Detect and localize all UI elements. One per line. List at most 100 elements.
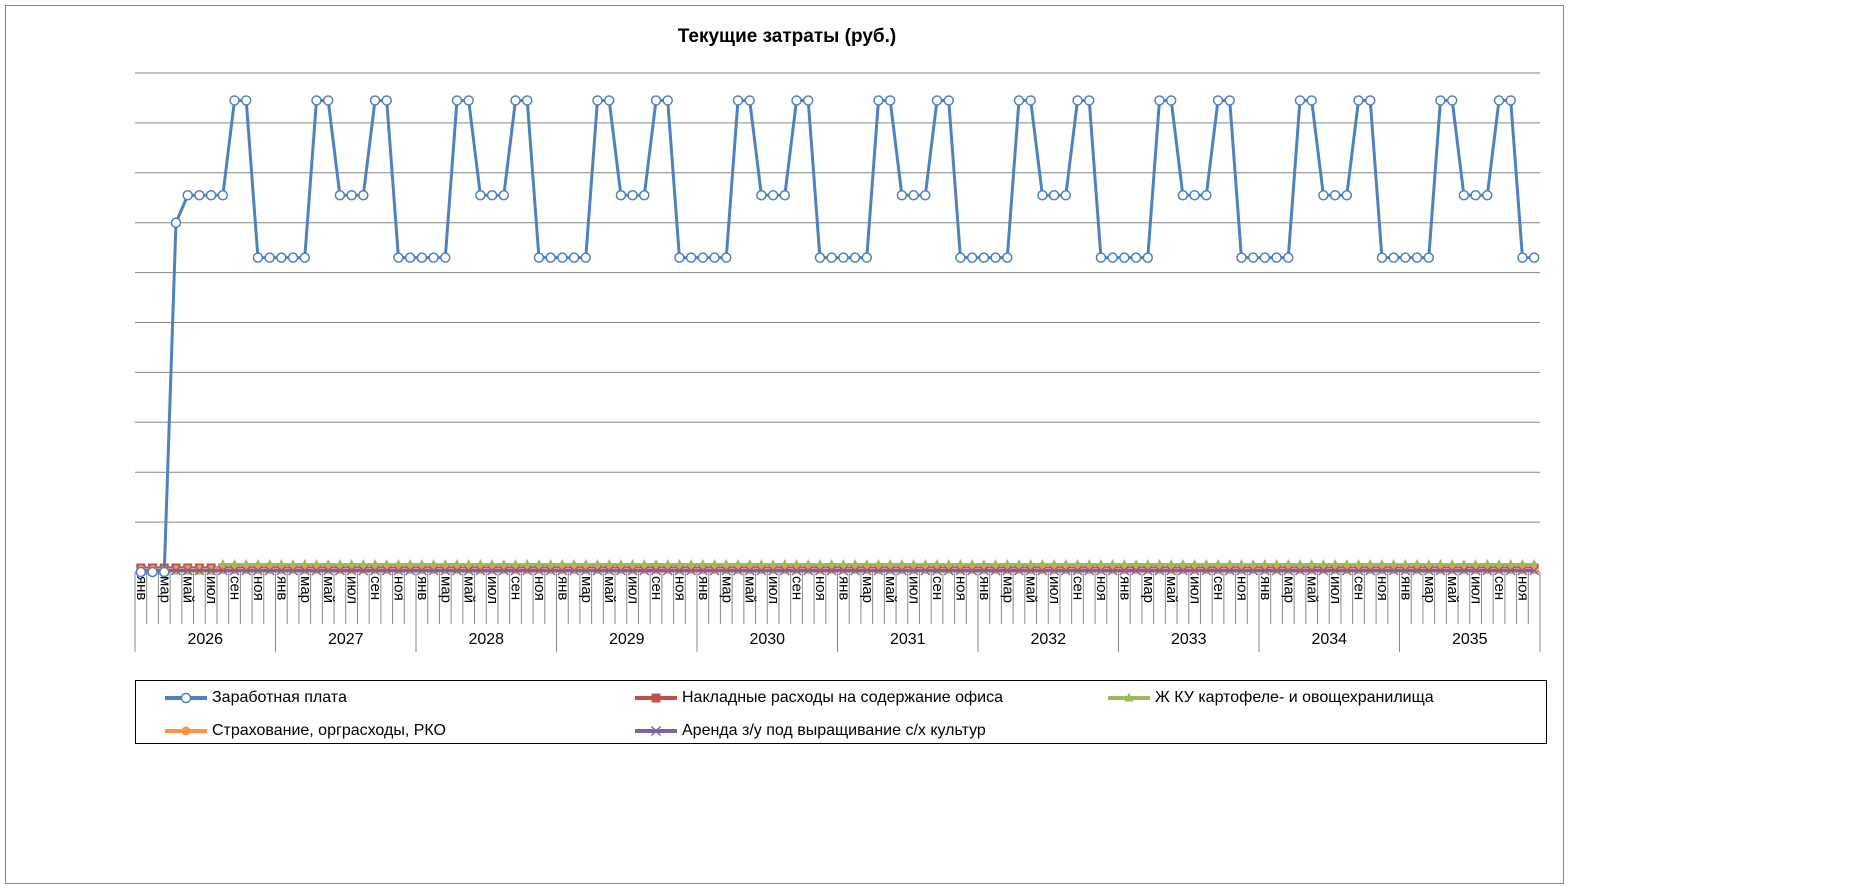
point (1493, 565, 1505, 576)
point (194, 190, 205, 201)
x-tick-label: мар (1140, 576, 1157, 603)
point (768, 565, 779, 576)
point (1470, 190, 1481, 201)
point (615, 190, 627, 201)
x-tick-label: ноя (250, 576, 267, 601)
point (545, 565, 556, 576)
point (182, 565, 193, 576)
point (627, 565, 638, 576)
x-tick-label: июл (1187, 576, 1204, 604)
point (592, 565, 603, 576)
point (180, 692, 192, 704)
point (1201, 565, 1212, 576)
point (931, 565, 943, 576)
point (1517, 565, 1528, 576)
point (323, 565, 334, 576)
point (1435, 95, 1446, 106)
x-tick-label: сен (508, 576, 525, 600)
point (568, 252, 580, 263)
point (346, 190, 357, 201)
point (1013, 95, 1025, 106)
point (1095, 565, 1106, 576)
x-tick-label: июл (1468, 576, 1485, 604)
point (533, 252, 545, 263)
point (650, 95, 662, 106)
point (393, 252, 404, 263)
point (440, 565, 451, 576)
point (896, 190, 908, 201)
point (1353, 565, 1364, 576)
point (1412, 565, 1423, 576)
chart-border (5, 5, 1564, 884)
point (662, 95, 673, 106)
point (603, 95, 615, 106)
point (1330, 565, 1341, 576)
point (311, 95, 322, 106)
point (533, 565, 544, 576)
point (1002, 252, 1013, 263)
point (861, 252, 873, 263)
point (779, 190, 791, 201)
point (1083, 95, 1095, 106)
point (299, 565, 310, 576)
x-tick-label: мар (156, 576, 173, 603)
point (475, 190, 486, 201)
point (639, 190, 650, 201)
point (1165, 95, 1177, 106)
point (1364, 95, 1376, 106)
legend-box (135, 680, 1547, 744)
x-tick-label: мар (437, 576, 454, 603)
point (826, 565, 837, 576)
point (181, 726, 191, 736)
point (1060, 190, 1072, 201)
point (428, 565, 439, 576)
point (849, 252, 861, 263)
x-tick-label: мар (859, 576, 876, 603)
point (791, 95, 802, 106)
point (1435, 565, 1446, 576)
legend-label: Заработная плата (212, 689, 347, 706)
point (767, 190, 779, 201)
x-tick-label: янв (835, 576, 852, 600)
point (697, 565, 708, 576)
x-tick-label: ноя (952, 576, 969, 601)
point (803, 565, 814, 576)
x-tick-label: май (742, 576, 759, 603)
point (1505, 565, 1516, 576)
point (206, 565, 217, 576)
x-tick-label: сен (648, 576, 665, 600)
point (416, 252, 428, 263)
point (264, 565, 275, 576)
point (1447, 565, 1458, 576)
point (1329, 190, 1341, 201)
x-tick-label: июл (1327, 576, 1344, 604)
x-group-label: 2029 (609, 631, 645, 648)
point (1271, 252, 1282, 263)
point (217, 565, 228, 576)
point (358, 565, 369, 576)
point (650, 725, 662, 737)
point (1318, 190, 1329, 201)
point (498, 565, 509, 576)
point (639, 565, 650, 576)
point (873, 565, 884, 576)
point (721, 252, 732, 263)
point (381, 95, 392, 106)
point (1037, 190, 1048, 201)
x-group-label: 2031 (890, 631, 926, 648)
x-tick-label: ноя (1514, 576, 1531, 601)
x-tick-label: май (1023, 576, 1040, 603)
point (967, 565, 978, 576)
x-group-label: 2032 (1030, 631, 1066, 648)
point (1482, 190, 1493, 201)
point (1306, 95, 1317, 106)
point (1002, 565, 1013, 576)
point (1353, 95, 1364, 106)
point (486, 190, 498, 201)
point (1084, 565, 1095, 576)
point (1037, 565, 1048, 576)
point (1154, 565, 1165, 576)
x-tick-label: сен (227, 576, 244, 600)
x-tick-label: сен (1070, 576, 1087, 600)
